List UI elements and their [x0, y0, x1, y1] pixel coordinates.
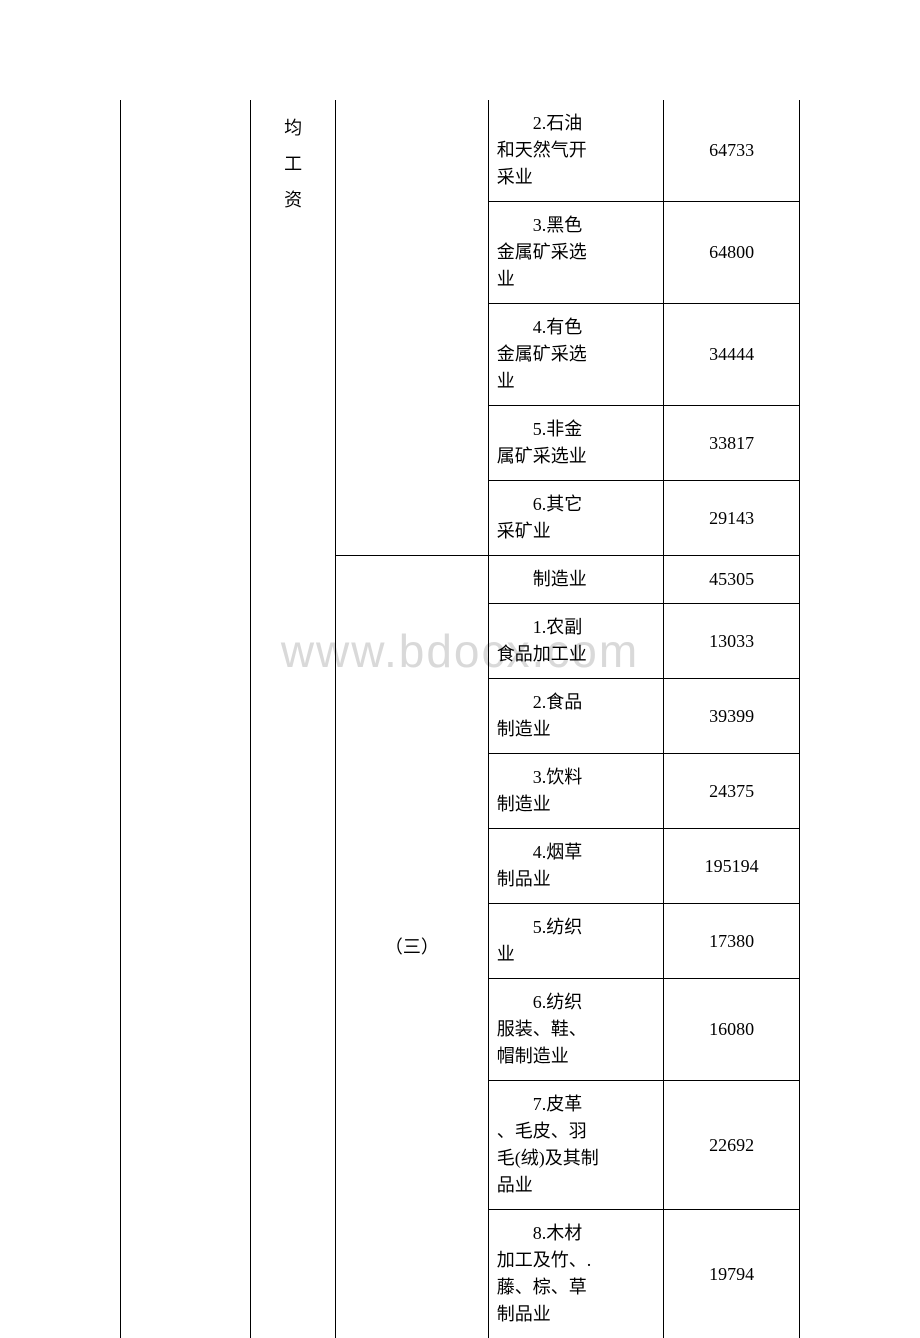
item-label: 6.其它 采矿业 — [488, 481, 663, 556]
item-value: 34444 — [664, 304, 800, 406]
item-label: 5.纺织 业 — [488, 904, 663, 979]
col2-label: 均 工 资 — [259, 110, 327, 218]
item-value: 39399 — [664, 679, 800, 754]
item-label: 8.木材 加工及竹、. 藤、棕、草 制品业 — [488, 1210, 663, 1338]
item-label: 3.饮料 制造业 — [488, 754, 663, 829]
item-label: 4.烟草 制品业 — [488, 829, 663, 904]
item-label: 制造业 — [488, 556, 663, 604]
item-value: 19794 — [664, 1210, 800, 1338]
item-label: 6.纺织 服装、鞋、 帽制造业 — [488, 979, 663, 1081]
section-cell-mining — [336, 100, 489, 556]
col2-char: 工 — [259, 146, 327, 182]
item-value: 33817 — [664, 406, 800, 481]
section-cell-manufacturing: （三） — [336, 556, 489, 1338]
item-label: 3.黑色 金属矿采选 业 — [488, 202, 663, 304]
wage-table: 均 工 资 2.石油 和天然气开 采业 64733 — [120, 100, 800, 1338]
item-value: 13033 — [664, 604, 800, 679]
item-value: 24375 — [664, 754, 800, 829]
item-value: 22692 — [664, 1081, 800, 1210]
table-row: 均 工 资 2.石油 和天然气开 采业 64733 — [121, 100, 800, 202]
item-label: 4.有色 金属矿采选 业 — [488, 304, 663, 406]
col2-cell: 均 工 资 — [251, 100, 336, 1338]
item-label: 1.农副 食品加工业 — [488, 604, 663, 679]
item-value: 195194 — [664, 829, 800, 904]
item-value: 64800 — [664, 202, 800, 304]
item-label: 2.食品 制造业 — [488, 679, 663, 754]
item-value: 29143 — [664, 481, 800, 556]
wage-table-wrapper: 均 工 资 2.石油 和天然气开 采业 64733 — [120, 100, 800, 1338]
item-value: 64733 — [664, 100, 800, 202]
item-label: 2.石油 和天然气开 采业 — [488, 100, 663, 202]
item-value: 17380 — [664, 904, 800, 979]
col2-char: 均 — [259, 110, 327, 146]
item-value: 45305 — [664, 556, 800, 604]
col1-cell — [121, 100, 251, 1338]
item-value: 16080 — [664, 979, 800, 1081]
item-label: 5.非金 属矿采选业 — [488, 406, 663, 481]
item-label: 7.皮革 、毛皮、羽 毛(绒)及其制 品业 — [488, 1081, 663, 1210]
col2-char: 资 — [259, 182, 327, 218]
